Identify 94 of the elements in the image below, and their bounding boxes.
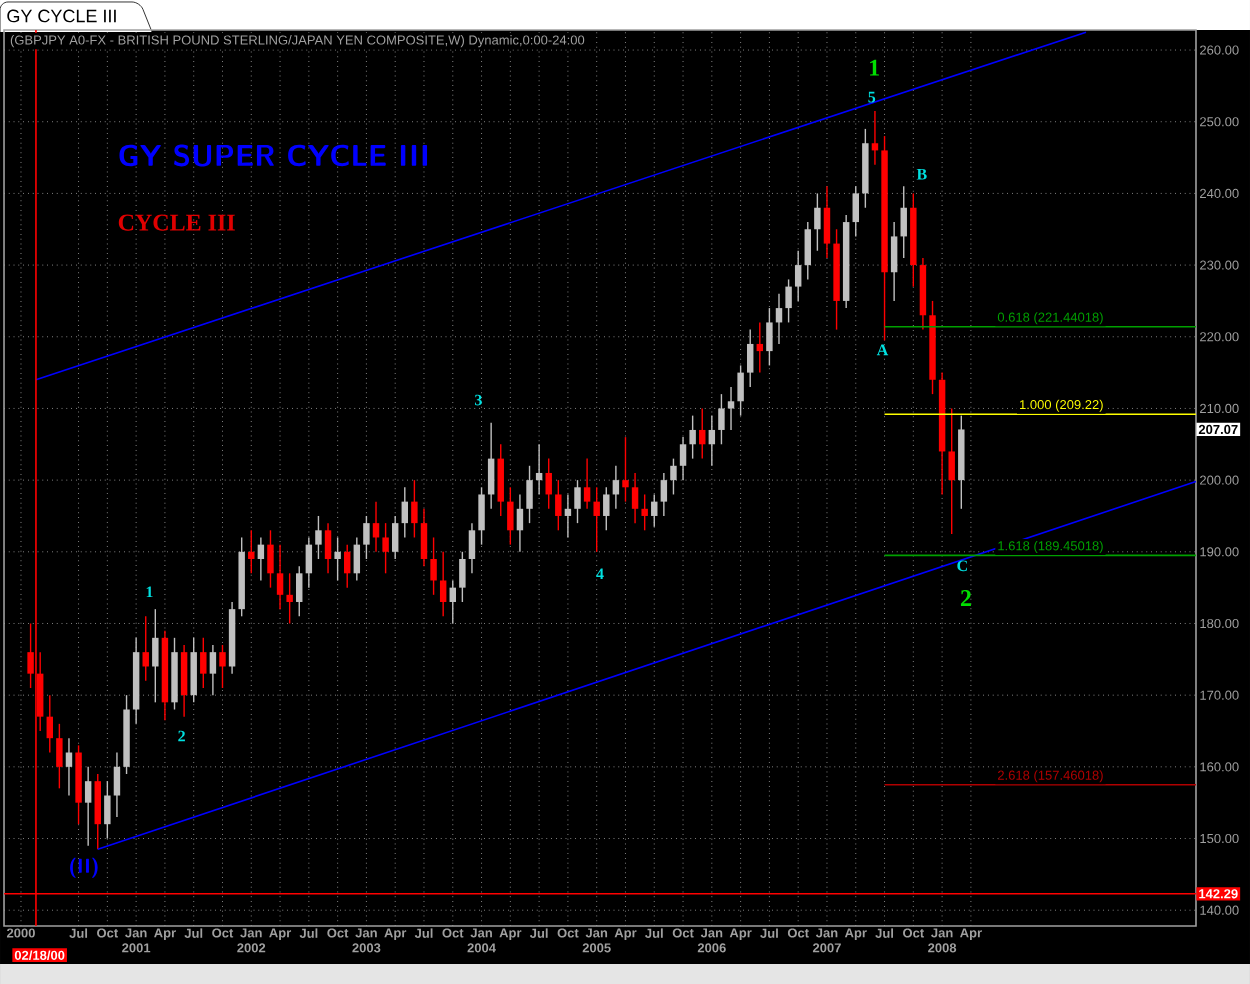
annotation: 5 [868,91,876,103]
candlestick [823,185,831,259]
annotation: 2 [960,590,971,606]
candlestick [775,293,783,345]
candlestick [276,543,284,610]
candlestick [94,773,101,850]
candlestick [718,393,725,445]
annotation: B [916,168,927,180]
candlestick [382,522,389,575]
candlestick [852,185,859,238]
candlestick [344,543,351,589]
candlestick [699,407,706,460]
candlestick [334,536,341,582]
candlestick [401,486,409,539]
candlestick [65,737,73,797]
annotation: A [876,344,889,356]
candlestick [555,479,562,531]
candlestick [804,221,811,281]
candlestick [516,493,524,553]
candlestick [459,551,466,603]
candlestick [545,457,552,510]
candlestick [248,529,255,575]
candlestick [727,386,735,431]
candlestick [391,515,399,560]
candlestick [612,465,620,510]
candlestick [142,615,149,682]
candlestick [900,185,907,259]
candlestick [583,457,591,510]
annotation: (II) [70,857,98,878]
annotation: CYCLE III [118,214,235,231]
annotation: 3 [475,394,482,406]
candlestick [871,110,879,166]
candlestick [737,364,744,417]
candlestick [439,551,447,618]
candlestick [641,493,648,531]
candlestick [651,493,658,528]
candlestick [670,457,677,496]
candlestick [113,751,121,818]
candlestick [660,472,668,517]
candlestick [363,515,370,560]
candlestick [689,414,696,460]
annotation: 2 [178,730,185,742]
candlestick [603,486,610,531]
candlestick [631,472,639,524]
annotation: 4 [596,568,604,580]
candlestick [814,192,821,252]
candlestick [785,278,792,324]
candlestick [372,500,380,553]
candlestick [478,486,485,546]
candlestick [305,536,313,589]
candlestick [766,307,773,367]
candlestick [152,608,159,704]
candlestick [430,536,437,596]
candlestick [257,536,265,582]
candlestick [190,637,197,704]
candlestick [84,766,92,847]
candlestick [353,536,361,582]
annotation: 1 [870,59,879,76]
candlestick [593,486,600,553]
candlestick [794,250,802,302]
candlestick [296,565,303,618]
annotation: C [957,560,967,572]
candlestick [219,644,226,689]
candlestick [622,436,629,503]
candlestick [411,479,418,539]
candlestick [535,443,543,496]
candlestick [209,644,217,696]
annotation: GY SUPER CYCLE III [119,144,428,167]
candlestick [708,414,716,467]
candlestick [890,221,898,302]
candlestick [574,479,581,524]
candlestick [679,436,687,481]
candlestick [746,328,754,388]
candlestick [56,723,63,790]
candlestick [449,579,456,625]
candlestick [46,694,54,754]
candlestick [180,644,188,718]
candlestick [324,522,332,575]
candlestick [315,515,322,560]
candlestick [104,780,111,840]
candlestick [497,443,504,517]
candlestick [948,407,955,535]
candlestick [487,422,495,510]
candlestick [564,493,572,539]
candlestick [286,572,293,625]
candlestick [200,637,207,689]
candlestick [267,529,274,589]
candlestick [507,486,514,546]
candlestick [526,465,533,524]
candlestick [468,522,476,575]
annotation: 1 [146,586,153,598]
candlestick [420,508,428,567]
chart-title: GY CYCLE III [7,9,116,23]
candlestick [756,321,764,374]
